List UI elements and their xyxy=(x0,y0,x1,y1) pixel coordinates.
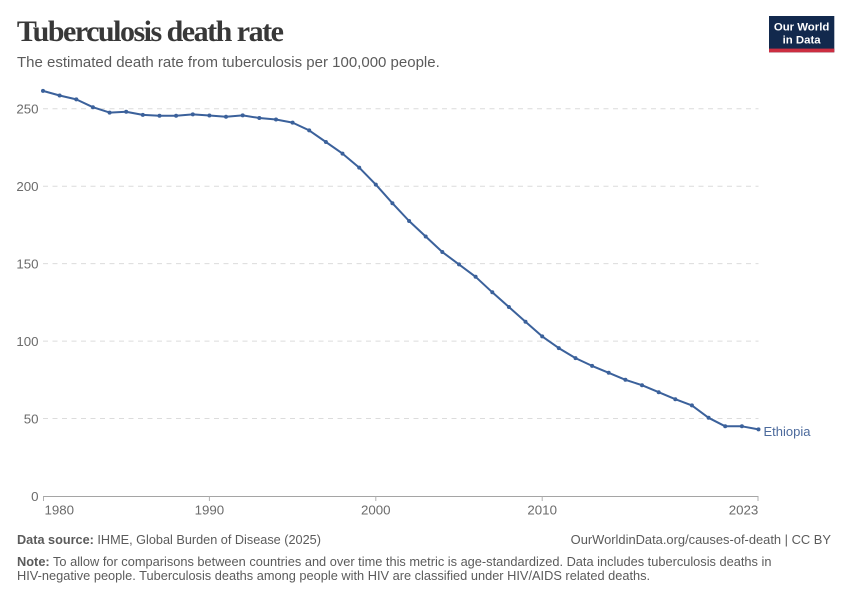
svg-text:Note: To allow for comparisons: Note: To allow for comparisons between c… xyxy=(17,554,771,569)
svg-text:0: 0 xyxy=(31,489,38,504)
svg-text:HIV-negative people. Tuberculo: HIV-negative people. Tuberculosis deaths… xyxy=(17,568,650,583)
svg-text:Data source: IHME, Global Burd: Data source: IHME, Global Burden of Dise… xyxy=(17,533,321,547)
svg-text:50: 50 xyxy=(24,412,39,427)
svg-text:1980: 1980 xyxy=(45,503,75,518)
svg-text:OurWorldinData.org/causes-of-d: OurWorldinData.org/causes-of-death | CC … xyxy=(571,532,832,547)
svg-text:in Data: in Data xyxy=(783,35,822,47)
svg-text:150: 150 xyxy=(16,257,38,272)
svg-text:Ethiopia: Ethiopia xyxy=(764,424,812,439)
svg-text:The estimated death rate from: The estimated death rate from tuberculos… xyxy=(17,54,440,71)
svg-text:2023: 2023 xyxy=(729,503,759,518)
svg-text:2010: 2010 xyxy=(527,503,557,518)
svg-text:1990: 1990 xyxy=(195,503,225,518)
svg-text:250: 250 xyxy=(16,102,38,117)
svg-text:100: 100 xyxy=(16,334,38,349)
svg-text:Our World: Our World xyxy=(774,22,830,34)
svg-text:2000: 2000 xyxy=(361,503,391,518)
svg-text:Tuberculosis death rate: Tuberculosis death rate xyxy=(17,15,284,48)
svg-text:200: 200 xyxy=(16,179,38,194)
